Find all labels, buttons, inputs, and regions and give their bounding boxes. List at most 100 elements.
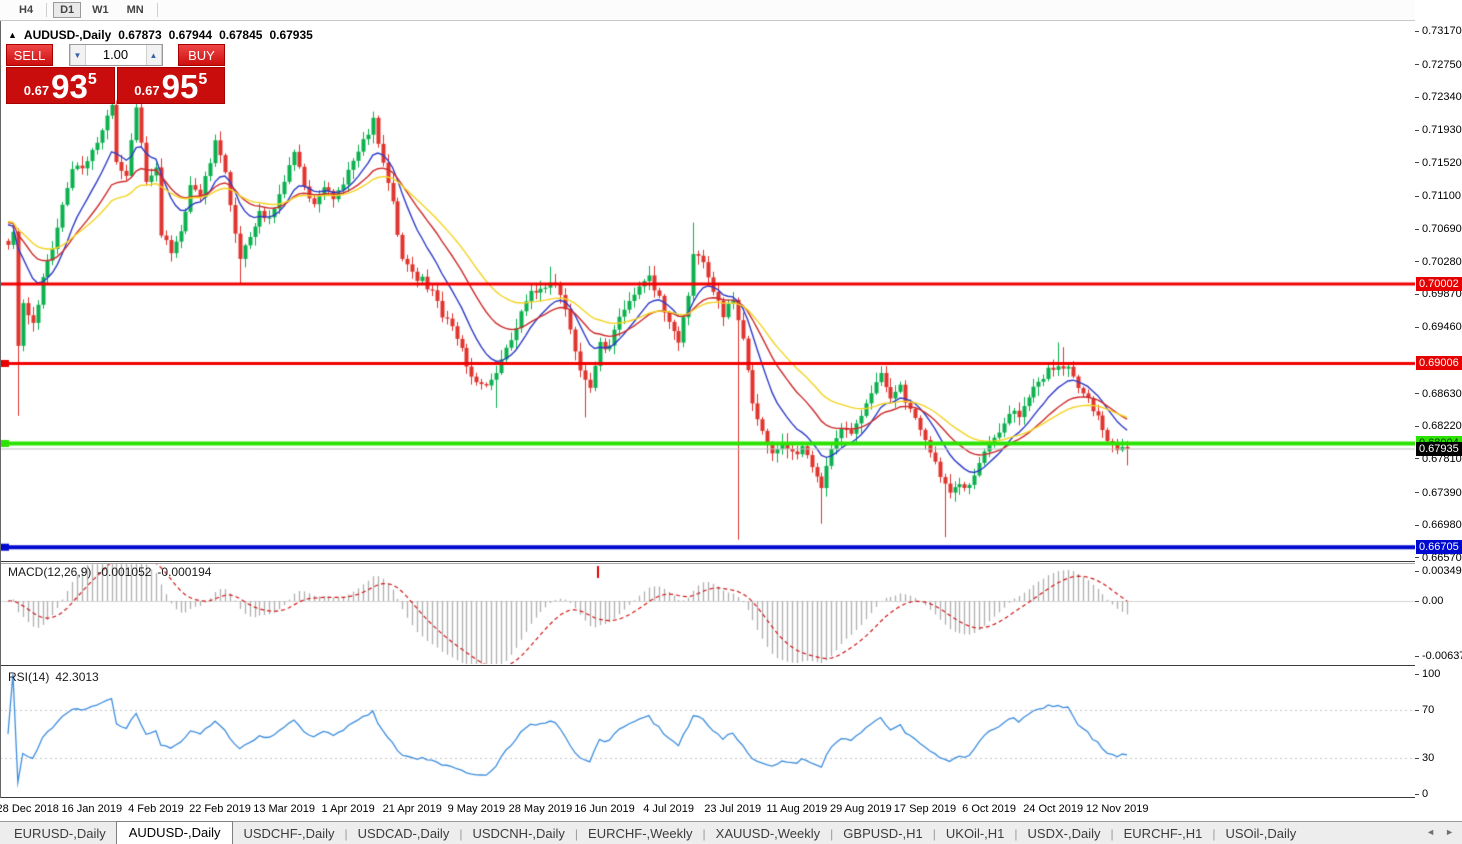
chart-tabbar: EURUSD-,Daily AUDUSD-,Daily USDCHF-,Daily |… (0, 820, 1462, 844)
date-label: 12 Nov 2019 (1086, 803, 1149, 815)
rsi-indicator-label: RSI(14) 42.3013 (8, 670, 99, 684)
chart-tab-xauusdweekly[interactable]: XAUUSD-,Weekly (715, 826, 821, 841)
price-level-chip: 0.67935 (1416, 441, 1462, 456)
timeframe-button-d1[interactable]: D1 (53, 2, 82, 18)
timeframe-toolbar: H4 D1 W1 MN (0, 0, 1462, 20)
panel-separator (0, 563, 1462, 564)
tick-label: 0.71520 (1422, 156, 1462, 169)
chart-tab-ukoilh1[interactable]: UKOil-,H1 (945, 826, 1005, 841)
macd-indicator-label: MACD(12,26,9) -0.001052 -0.000194 (8, 565, 211, 579)
chart-tab-eurchfh1[interactable]: EURCHF-,H1 (1123, 826, 1203, 841)
volume-increase-button[interactable]: ▲ (145, 45, 162, 65)
date-label: 4 Jul 2019 (643, 803, 694, 815)
tab-separator: | (1212, 826, 1216, 841)
rsi-value: 42.3013 (55, 670, 99, 684)
chart-title: ▲ AUDUSD-,Daily 0.67873 0.67944 0.67845 … (8, 27, 313, 42)
price-axis-tick: 0.73170 (1415, 25, 1462, 37)
date-label: 24 Oct 2019 (1023, 803, 1084, 815)
collapse-triangle-icon[interactable]: ▲ (8, 29, 17, 40)
date-label: 22 Feb 2019 (189, 803, 251, 815)
ohlc-high: 0.67944 (168, 27, 213, 42)
date-label: 21 Apr 2019 (382, 803, 442, 815)
tick-dash (1415, 570, 1419, 572)
chart-tab-eurusddaily[interactable]: EURUSD-,Daily (14, 826, 106, 841)
chart-tab-usdxdaily[interactable]: USDX-,Daily (1027, 826, 1101, 841)
tick-label: 0 (1422, 788, 1429, 800)
price-chart-canvas[interactable] (0, 21, 1415, 798)
timeframe-button-w1[interactable]: W1 (92, 4, 109, 16)
chart-tab-gbpusdh1[interactable]: GBPUSD-,H1 (843, 826, 923, 841)
date-label: 1 Apr 2019 (321, 803, 375, 815)
chart-tab-usdcaddaily[interactable]: USDCAD-,Daily (357, 826, 450, 841)
price-level-chip: 0.70002 (1416, 276, 1462, 291)
price-axis-tick: 0.71100 (1415, 190, 1461, 202)
tick-dash (1415, 557, 1419, 559)
chart-tab-audusddaily[interactable]: AUDUSD-,Daily (115, 820, 234, 844)
volume-input[interactable]: 1.00 (102, 47, 129, 62)
tick-dash (1415, 709, 1419, 711)
tab-scroll-left-icon[interactable]: ◄ (1426, 827, 1436, 837)
buy-button[interactable]: BUY (178, 44, 225, 66)
tick-dash (1415, 458, 1419, 460)
tick-dash (1415, 30, 1419, 32)
tick-label: 0.00349 (1422, 565, 1462, 577)
tab-separator: | (1110, 826, 1114, 841)
buy-price-box[interactable]: 0.67 95 5 (116, 67, 225, 104)
tick-dash (1415, 228, 1419, 230)
tick-dash (1415, 162, 1419, 164)
tick-label: 0.66570 (1422, 551, 1462, 564)
panel-separator[interactable] (0, 665, 1462, 666)
price-axis-tick: 0.72750 (1415, 59, 1462, 71)
tab-scroll-right-icon[interactable]: ► (1445, 827, 1454, 837)
tick-label: 0.71930 (1422, 124, 1462, 136)
sell-button[interactable]: SELL (6, 44, 53, 66)
tab-separator: | (574, 826, 579, 841)
tick-label: 0.71100 (1422, 190, 1461, 203)
tick-dash (1415, 293, 1419, 295)
panel-separator[interactable] (0, 561, 1462, 562)
tick-label: 0.69870 (1422, 288, 1462, 301)
date-label: 28 Dec 2018 (0, 803, 59, 815)
sell-price-pips: 93 (51, 67, 88, 105)
buy-price-point: 5 (198, 71, 208, 88)
price-axis-tick: 0.68220 (1415, 420, 1462, 432)
chart-tab-eurchfweekly[interactable]: EURCHF-,Weekly (588, 826, 693, 841)
price-axis-tick: 0.70690 (1415, 223, 1462, 235)
tick-label: 0.70690 (1422, 223, 1462, 236)
sell-price-point: 5 (87, 71, 97, 88)
price-axis-tick: 0.67390 (1415, 487, 1462, 499)
timeframe-button-h4[interactable]: H4 (19, 4, 34, 16)
price-axis-tick: 0.72340 (1415, 91, 1462, 103)
tick-label: -0.00637 (1422, 650, 1462, 662)
chart-tab-usdchfdaily[interactable]: USDCHF-,Daily (243, 826, 335, 841)
price-axis-tick: 0.70280 (1415, 256, 1462, 268)
indicator-axis-tick: 0 (1415, 788, 1428, 800)
one-click-trading-panel: SELL ▼ 1.00 ▲ BUY 0.67 93 5 0.67 95 5 (6, 44, 225, 104)
tick-dash (1415, 673, 1419, 675)
indicator-axis-tick: 70 (1415, 704, 1434, 716)
volume-control: ▼ 1.00 ▲ (56, 44, 175, 66)
chart-tab-usdcnhdaily[interactable]: USDCNH-,Daily (472, 826, 565, 841)
tick-label: 0.69460 (1422, 321, 1462, 334)
tab-separator: | (344, 826, 348, 841)
toolbar-separator (46, 3, 48, 17)
tick-dash (1415, 261, 1419, 263)
date-label: 23 Jul 2019 (704, 803, 762, 815)
tick-label: 100 (1422, 668, 1441, 680)
tick-label: 70 (1422, 704, 1435, 716)
tick-dash (1415, 393, 1419, 394)
date-label: 29 Aug 2019 (829, 803, 892, 815)
volume-decrease-button[interactable]: ▼ (69, 45, 86, 65)
indicator-axis-tick: 0.00 (1415, 595, 1443, 607)
rsi-name: RSI(14) (8, 670, 50, 684)
sell-price-box[interactable]: 0.67 93 5 (6, 67, 115, 104)
price-axis-tick: 0.69460 (1415, 321, 1462, 333)
tab-separator: | (830, 826, 834, 841)
timeframe-button-mn[interactable]: MN (126, 4, 144, 16)
chart-tab-usoildaily[interactable]: USOil-,Daily (1225, 826, 1297, 841)
price-axis-tick: 0.69870 (1415, 288, 1462, 300)
tick-label: 0.66980 (1422, 519, 1462, 532)
tick-label: 0.72750 (1422, 58, 1462, 71)
sell-price-prefix: 0.67 (23, 83, 50, 98)
